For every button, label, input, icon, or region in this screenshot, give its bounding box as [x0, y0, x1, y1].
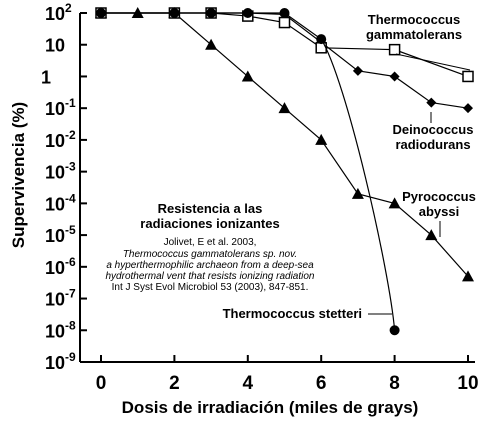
label-thermococcus-gammatolerans: Thermococcus gammatolerans — [366, 12, 462, 42]
data-point-diamond — [389, 71, 400, 82]
y-axis-ticks: 102 10 1 10-1 10-2 10-3 10-4 10-5 10-6 10-7 10-8 10… — [41, 1, 87, 373]
y-tick-label: 1 — [41, 67, 51, 87]
data-point-triangle — [315, 133, 328, 145]
data-point-square — [388, 43, 401, 56]
annotation-paper-title: a hyperthermophilic archaeon from a deep… — [106, 260, 314, 271]
y-tick-label: 10 — [45, 36, 65, 56]
x-axis-title: Dosis de irradiación (miles de grays) — [122, 398, 419, 417]
data-point-circle — [316, 34, 327, 45]
data-point-triangle — [425, 229, 438, 241]
annotation-title: radiaciones ionizantes — [140, 216, 279, 231]
data-point-square — [278, 16, 291, 29]
data-point-circle — [206, 8, 217, 18]
x-tick-label: 10 — [457, 373, 478, 394]
annotation-title: Resistencia a las — [158, 201, 263, 216]
y-tick-label: 10-7 — [45, 287, 76, 310]
y-axis-title: Supervivencia (%) — [9, 102, 28, 248]
axes — [79, 13, 475, 363]
annotation-journal: Int J Syst Evol Microbiol 53 (2003), 847… — [112, 282, 309, 293]
data-point-triangle — [205, 38, 218, 50]
data-point-diamond — [463, 103, 473, 114]
annotation-paper-title: hydrothermal vent that resists ionizing … — [106, 271, 315, 282]
label-thermococcus-stetteri: Thermococcus stetteri — [223, 306, 362, 321]
data-point-diamond — [426, 97, 437, 108]
label-deinococcus-radiodurans: Deinococcus radiodurans — [393, 122, 474, 152]
series-layer — [95, 7, 474, 336]
data-point-triangle — [388, 197, 401, 209]
x-tick-label: 0 — [96, 373, 107, 394]
annotation-author: Jolivet, E et al. 2003, — [164, 237, 257, 248]
x-tick-label: 4 — [243, 373, 254, 394]
y-tick-label: 10-3 — [45, 160, 76, 183]
x-tick-label: 2 — [169, 373, 180, 394]
data-point-triangle — [351, 187, 364, 199]
y-tick-label: 10-8 — [45, 318, 76, 341]
y-tick-label: 10-9 — [45, 350, 76, 373]
y-tick-label: 10-6 — [45, 255, 76, 278]
label-pyrococcus-abyssi: Pyrococcus abyssi — [402, 189, 476, 219]
data-point-square — [462, 70, 474, 83]
series-labels: Thermococcus gammatolerans Deinococcus radi… — [223, 12, 476, 321]
x-tick-label: 6 — [316, 373, 327, 394]
data-point-circle — [279, 8, 290, 18]
data-point-circle — [169, 8, 180, 18]
data-point-circle — [389, 325, 400, 336]
y-tick-label: 10-2 — [45, 128, 76, 151]
annotation-paper-title: Thermococcus gammatolerans sp. nov. — [123, 249, 297, 260]
data-point-triangle — [278, 102, 291, 114]
y-tick-label: 10-5 — [45, 223, 76, 246]
leader-line — [395, 53, 471, 71]
data-point-diamond — [352, 65, 363, 76]
y-tick-label: 10-1 — [45, 96, 76, 119]
x-tick-label: 8 — [389, 373, 400, 394]
data-point-triangle — [241, 70, 254, 82]
x-axis-ticks: 0 2 4 6 8 10 — [96, 355, 479, 394]
y-tick-label: 10-4 — [45, 191, 76, 214]
data-point-triangle — [462, 270, 474, 282]
y-tick-label: 102 — [45, 1, 72, 24]
data-point-circle — [242, 8, 253, 18]
series-line — [101, 12, 396, 331]
data-point-circle — [96, 8, 106, 18]
series-thermococcus-stetteri — [96, 8, 400, 336]
